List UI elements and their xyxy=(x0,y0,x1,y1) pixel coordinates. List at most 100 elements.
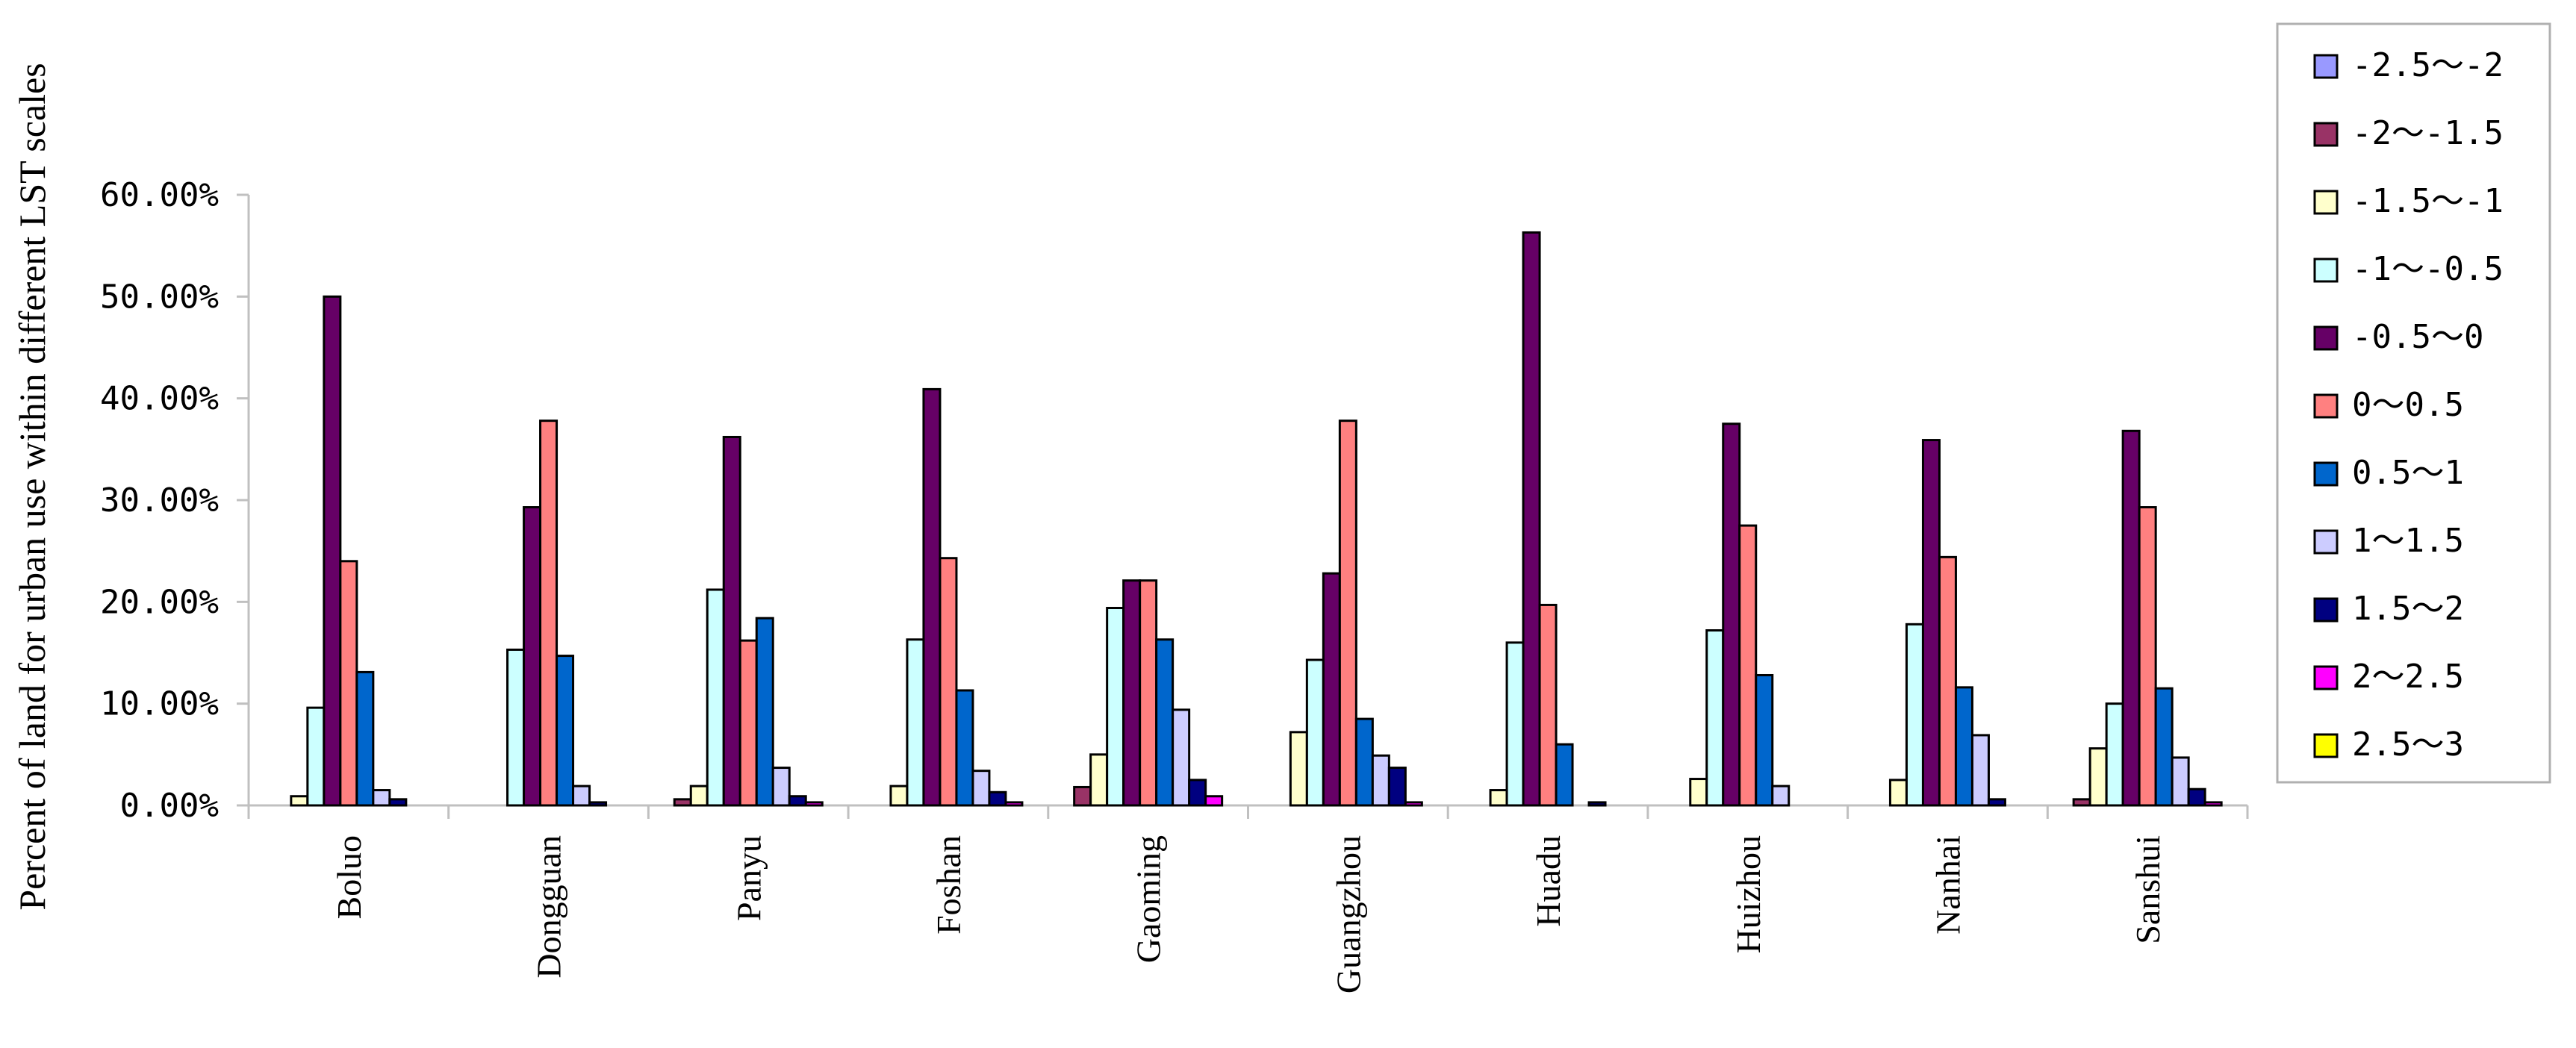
bar xyxy=(1106,607,1125,807)
bar xyxy=(1722,422,1741,807)
bar xyxy=(722,435,741,807)
bar xyxy=(1387,767,1407,807)
x-tick-label: Nanhai xyxy=(1929,835,1967,935)
y-tick-label: 60.00% xyxy=(100,176,219,214)
legend-swatch xyxy=(2313,258,2339,283)
bar xyxy=(1489,789,1508,807)
bar xyxy=(2171,756,2190,807)
bar xyxy=(706,588,725,807)
bar xyxy=(2203,801,2223,807)
bar xyxy=(889,785,909,807)
legend-label: 2～2.5 xyxy=(2352,658,2464,696)
legend-label: 1～1.5 xyxy=(2352,522,2464,560)
bar xyxy=(1954,686,1973,807)
bar xyxy=(2105,702,2124,807)
bar xyxy=(1970,734,1990,807)
legend-item: -1～-0.5 xyxy=(2313,250,2504,288)
bar xyxy=(2154,687,2174,807)
bar xyxy=(771,767,791,807)
bar xyxy=(1172,708,1191,807)
legend-item: 0～0.5 xyxy=(2313,386,2464,424)
legend-label: -0.5～0 xyxy=(2352,318,2483,356)
bar xyxy=(673,798,692,807)
legend-swatch xyxy=(2313,461,2339,487)
bar xyxy=(1122,579,1142,807)
plot-area: 0.00% 10.00% 20.00% 30.00% 40.00% 50.00% 60.00… xyxy=(100,176,2249,994)
bar xyxy=(922,387,942,807)
bar xyxy=(1905,623,1924,807)
bar xyxy=(1289,731,1308,807)
bar xyxy=(1338,419,1357,807)
legend-label: 2.5～3 xyxy=(2352,726,2464,764)
bar xyxy=(2138,506,2157,807)
bar xyxy=(1689,778,1708,807)
legend-label: -2～-1.5 xyxy=(2352,114,2504,152)
bar xyxy=(388,798,408,807)
legend-label: -1.5～-1 xyxy=(2352,182,2504,220)
bar xyxy=(1188,779,1207,807)
legend-label: 0～0.5 xyxy=(2352,386,2464,424)
bar xyxy=(506,648,526,807)
bar xyxy=(323,295,342,807)
legend-item: 0.5～1 xyxy=(2313,454,2464,492)
y-tick-label: 10.00% xyxy=(100,685,219,723)
legend: -2.5～-2 -2～-1.5 -1.5～-1 -1～-0.5 -0.5～0 0～0.5 0… xyxy=(2276,22,2551,784)
y-tick-label: 50.00% xyxy=(100,278,219,316)
legend-item: 1～1.5 xyxy=(2313,522,2464,560)
bar xyxy=(572,785,591,807)
bar xyxy=(355,670,375,807)
bar xyxy=(1771,785,1791,807)
bar xyxy=(906,638,925,807)
bar xyxy=(1555,743,1574,807)
legend-item: -2.5～-2 xyxy=(2313,46,2504,84)
bar xyxy=(2187,787,2206,807)
bar xyxy=(1705,629,1725,807)
bar xyxy=(1004,801,1024,807)
x-tick-label: Foshan xyxy=(930,835,968,935)
legend-swatch xyxy=(2313,597,2339,623)
y-tick-label: 0.00% xyxy=(120,787,219,825)
bar xyxy=(1921,439,1941,807)
y-tick-label: 20.00% xyxy=(100,583,219,621)
legend-item: 1.5～2 xyxy=(2313,590,2464,628)
x-tick-label: Gaoming xyxy=(1130,835,1168,963)
y-tick-label: 40.00% xyxy=(100,380,219,418)
bar xyxy=(523,506,542,807)
x-tick-label: Boluo xyxy=(330,835,368,919)
bar xyxy=(971,770,991,807)
legend-swatch xyxy=(2313,733,2339,758)
legend-swatch xyxy=(2313,529,2339,555)
bar xyxy=(588,801,608,807)
bar xyxy=(306,706,326,807)
bar xyxy=(738,639,758,807)
legend-label: -1～-0.5 xyxy=(2352,250,2504,288)
legend-item: -1.5～-1 xyxy=(2313,182,2504,220)
legend-swatch xyxy=(2313,325,2339,351)
bar xyxy=(1073,785,1092,807)
y-axis-label: Percent of land for urban use within dif… xyxy=(11,63,53,910)
x-tick-label: Guangzhou xyxy=(1329,835,1367,994)
bar xyxy=(339,560,358,807)
legend-swatch xyxy=(2313,54,2339,79)
bar xyxy=(1755,673,1774,807)
legend-label: 1.5～2 xyxy=(2352,590,2464,628)
legend-swatch xyxy=(2313,190,2339,215)
bar xyxy=(1738,524,1758,807)
bar xyxy=(1305,658,1325,807)
bar xyxy=(290,795,309,807)
x-tick-label: Huizhou xyxy=(1729,835,1767,953)
y-tick-label: 30.00% xyxy=(100,481,219,520)
bar xyxy=(1155,638,1175,807)
x-tick-label: Panyu xyxy=(729,835,768,921)
bar xyxy=(788,795,807,807)
bar xyxy=(1139,579,1158,807)
bar xyxy=(1322,572,1341,807)
bar xyxy=(1505,641,1525,807)
bar xyxy=(1987,798,2006,807)
bar xyxy=(2088,747,2108,807)
x-tick-label: Sanshui xyxy=(2129,835,2167,944)
legend-label: -2.5～-2 xyxy=(2352,46,2504,84)
bar xyxy=(1204,795,1224,807)
legend-item: -2～-1.5 xyxy=(2313,114,2504,152)
